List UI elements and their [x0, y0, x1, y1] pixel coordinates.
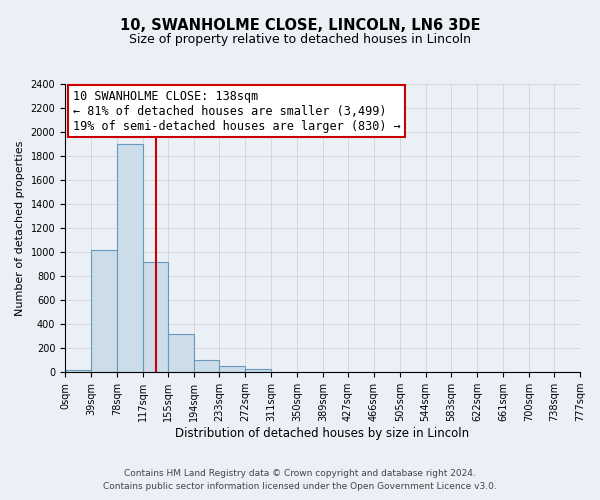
- Text: Size of property relative to detached houses in Lincoln: Size of property relative to detached ho…: [129, 32, 471, 46]
- Bar: [117, 144, 143, 372]
- X-axis label: Distribution of detached houses by size in Lincoln: Distribution of detached houses by size …: [175, 427, 470, 440]
- Bar: [143, 262, 168, 372]
- Text: Contains public sector information licensed under the Open Government Licence v3: Contains public sector information licen…: [103, 482, 497, 491]
- Y-axis label: Number of detached properties: Number of detached properties: [15, 140, 25, 316]
- Text: 10 SWANHOLME CLOSE: 138sqm
← 81% of detached houses are smaller (3,499)
19% of s: 10 SWANHOLME CLOSE: 138sqm ← 81% of deta…: [73, 90, 401, 133]
- Bar: [194, 360, 220, 372]
- Bar: [220, 366, 245, 372]
- Bar: [168, 334, 194, 372]
- Bar: [245, 368, 271, 372]
- Text: Contains HM Land Registry data © Crown copyright and database right 2024.: Contains HM Land Registry data © Crown c…: [124, 468, 476, 477]
- Bar: [91, 250, 117, 372]
- Bar: [65, 370, 91, 372]
- Text: 10, SWANHOLME CLOSE, LINCOLN, LN6 3DE: 10, SWANHOLME CLOSE, LINCOLN, LN6 3DE: [120, 18, 480, 32]
